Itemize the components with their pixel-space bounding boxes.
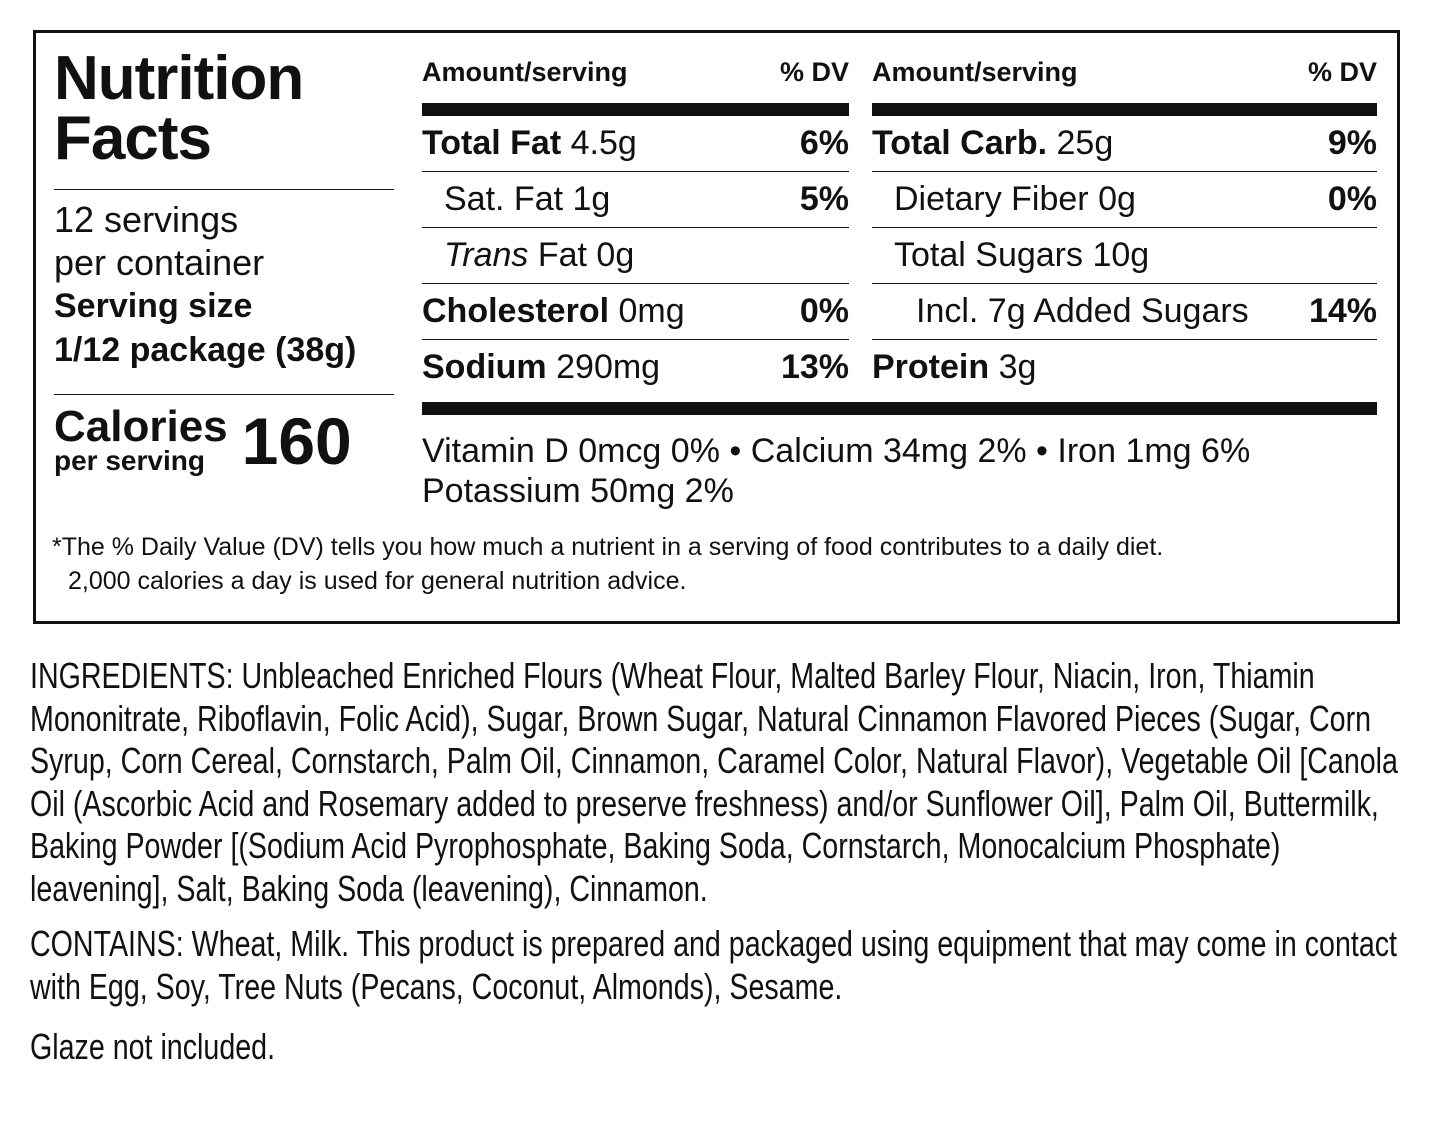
nutrient-amount: 1g xyxy=(572,180,611,218)
nutrient-label: Incl. 7g Added Sugars xyxy=(872,292,1249,331)
nutrient-amount: 10g xyxy=(1092,236,1150,274)
serving-size-label: Serving size xyxy=(54,287,253,325)
nutrient-name: Cholesterol xyxy=(422,292,610,330)
nutrient-row: Sodium 290mg 13% xyxy=(422,340,849,395)
nutrient-name: Total Carb. xyxy=(872,124,1048,162)
nutrient-name: Total Fat xyxy=(422,124,562,162)
nutrient-amount: 25g xyxy=(1056,124,1114,162)
nutrient-label: Cholesterol 0mg xyxy=(422,292,685,331)
column-header: Amount/serving % DV xyxy=(872,57,1377,116)
nutrient-amount: 4.5g xyxy=(570,124,637,162)
nutrient-amount: 3g xyxy=(998,348,1037,386)
serving-size-value: 1/12 package (38g) xyxy=(54,331,357,369)
nutrient-label: Total Sugars 10g xyxy=(872,236,1149,275)
title-line: Nutrition xyxy=(54,44,304,113)
footnote-line: *The % Daily Value (DV) tells you how mu… xyxy=(52,533,1164,561)
nutrient-amount: 0mg xyxy=(618,292,685,330)
glaze-note: Glaze not included. xyxy=(30,1026,276,1067)
nutrient-name: Protein xyxy=(872,348,990,386)
nutrient-label: Protein 3g xyxy=(872,348,1036,387)
nutrient-amount: Fat 0g xyxy=(537,236,635,274)
nutrient-label: Sat. Fat 1g xyxy=(422,180,610,219)
nutrient-dv: 14% xyxy=(1308,292,1377,330)
nutrient-dv: 13% xyxy=(780,348,849,386)
servings-line: 12 servings xyxy=(54,199,239,240)
nutrient-row: Protein 3g xyxy=(872,340,1377,395)
nutrient-dv: 5% xyxy=(799,180,849,218)
nutrient-amount: 290mg xyxy=(556,348,661,386)
title-line: Facts xyxy=(54,104,212,173)
nutrient-label: Trans Fat 0g xyxy=(422,236,634,275)
nutrient-row: Total Fat 4.5g 6% xyxy=(422,116,849,172)
calories-value: 160 xyxy=(241,404,352,478)
column-header: Amount/serving % DV xyxy=(422,57,849,116)
nutrient-name: Dietary Fiber xyxy=(894,180,1089,218)
nutrient-label: Total Carb. 25g xyxy=(872,124,1113,163)
calories-sub: per serving xyxy=(54,445,205,476)
nutrient-label: Total Fat 4.5g xyxy=(422,124,637,163)
nutrient-column-right: Amount/serving % DV Total Carb. 25g 9% Diet… xyxy=(872,57,1377,395)
nutrient-row: Dietary Fiber 0g 0% xyxy=(872,172,1377,228)
calories-label: Calories xyxy=(54,402,228,451)
servings-per-container: 12 servings per container xyxy=(54,198,394,284)
header-dv: % DV xyxy=(1307,57,1377,87)
vitamins-minerals: Vitamin D 0mcg 0% • Calcium 34mg 2% • Ir… xyxy=(422,431,1382,511)
nutrient-name: Sat. Fat xyxy=(444,180,564,218)
label-summary: Nutrition Facts 12 servings per containe… xyxy=(54,44,394,479)
nutrient-dv: 6% xyxy=(799,124,849,162)
nutrient-row: Total Carb. 25g 9% xyxy=(872,116,1377,172)
header-amount: Amount/serving xyxy=(872,57,1078,87)
nutrient-row: Sat. Fat 1g 5% xyxy=(422,172,849,228)
nutrient-row: Cholesterol 0mg 0% xyxy=(422,284,849,340)
thick-divider xyxy=(422,402,1377,415)
vitamins-line: Vitamin D 0mcg 0% • Calcium 34mg 2% • Ir… xyxy=(422,432,1251,470)
nutrient-name: Total Sugars xyxy=(894,236,1083,274)
nutrient-row: Incl. 7g Added Sugars 14% xyxy=(872,284,1377,340)
nutrient-amount: 0g xyxy=(1098,180,1136,218)
nutrient-label: Sodium 290mg xyxy=(422,348,660,387)
nutrition-facts-label: Nutrition Facts 12 servings per containe… xyxy=(33,30,1400,624)
label-title: Nutrition Facts xyxy=(54,44,394,173)
vitamins-line: Potassium 50mg 2% xyxy=(422,472,734,510)
nutrient-label: Dietary Fiber 0g xyxy=(872,180,1136,219)
nutrient-name: Sodium xyxy=(422,348,547,386)
footnote: *The % Daily Value (DV) tells you how mu… xyxy=(52,530,1392,598)
calories: Calories per serving 160 xyxy=(54,403,394,479)
nutrient-dv: 9% xyxy=(1327,124,1377,162)
footnote-line: 2,000 calories a day is used for general… xyxy=(68,567,687,595)
nutrient-row: Total Sugars 10g xyxy=(872,228,1377,284)
ingredients: INGREDIENTS: Unbleached Enriched Flours … xyxy=(30,655,1398,909)
servings-line: per container xyxy=(54,242,265,283)
divider xyxy=(54,189,394,190)
divider xyxy=(54,394,394,395)
header-dv: % DV xyxy=(779,57,849,87)
allergen-statement: CONTAINS: Wheat, Milk. This product is p… xyxy=(30,923,1398,1007)
nutrient-row: Trans Fat 0g xyxy=(422,228,849,284)
nutrient-name: Incl. 7g Added Sugars xyxy=(916,292,1249,330)
nutrient-dv: 0% xyxy=(799,292,849,330)
nutrient-column-left: Amount/serving % DV Total Fat 4.5g 6% Sat. … xyxy=(422,57,849,395)
header-amount: Amount/serving xyxy=(422,57,628,87)
nutrient-name: Trans xyxy=(444,236,529,274)
nutrient-dv: 0% xyxy=(1327,180,1377,218)
